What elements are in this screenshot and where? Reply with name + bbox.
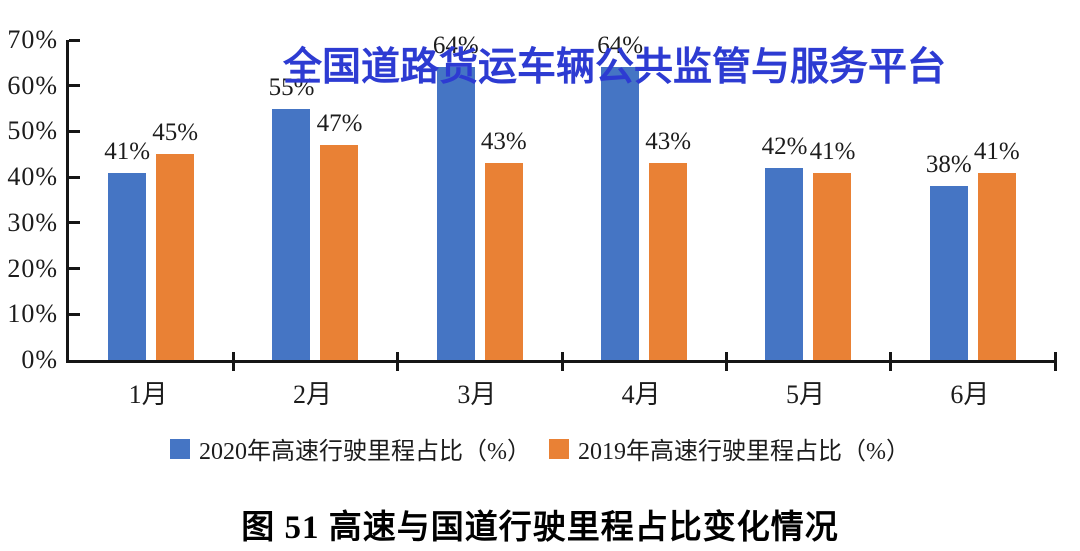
- legend-label: 2020年高速行驶里程占比（%）: [199, 439, 531, 465]
- bar-2019-m4: 43%: [645, 128, 691, 360]
- bar-group-m4: 64% 43%: [562, 32, 726, 360]
- y-axis-tick: [69, 175, 80, 179]
- x-axis-tick: [889, 352, 893, 371]
- x-axis-tick: [396, 352, 400, 371]
- x-axis-label: 2月: [292, 380, 332, 409]
- bar-2019-m3: 43%: [481, 128, 527, 360]
- bar-2020-m3: 64%: [433, 32, 479, 360]
- bar-value-label: 41%: [104, 137, 151, 165]
- bar-value-label: 45%: [152, 119, 199, 147]
- bar-2019-m1: 45%: [152, 119, 198, 360]
- y-axis-label: 60%: [7, 70, 58, 100]
- x-axis-tick: [231, 352, 235, 371]
- y-axis-label: 50%: [7, 116, 58, 146]
- y-axis-label: 10%: [7, 299, 58, 329]
- legend-swatch-icon: [170, 438, 190, 459]
- bar-value-label: 43%: [645, 128, 692, 156]
- bar-value-label: 41%: [973, 137, 1020, 165]
- bar-group-m5: 42% 41%: [726, 40, 890, 360]
- y-axis-tick: [69, 312, 80, 316]
- x-axis-label: 6月: [950, 380, 990, 409]
- bar-value-label: 43%: [480, 128, 527, 156]
- bar-value-label: 64%: [432, 32, 479, 60]
- bar-value-label: 38%: [925, 151, 972, 179]
- bar-value-label: 41%: [809, 137, 856, 165]
- bar-value-label: 47%: [316, 110, 363, 138]
- bar-2020-m5: 42%: [762, 133, 807, 360]
- x-axis-label: 4月: [621, 380, 661, 409]
- bar-2020-m2: 55%: [269, 74, 314, 360]
- y-axis-label: 30%: [7, 207, 58, 237]
- x-axis-label: 5月: [785, 380, 825, 409]
- bar-value-label: 64%: [597, 32, 644, 60]
- x-axis-label: 3月: [457, 380, 497, 409]
- bar-group-m3: 64% 43%: [398, 32, 562, 360]
- bar-value-label: 42%: [761, 133, 808, 160]
- watermark-text: 全国道路货运车辆公共监管与服务平台: [283, 46, 947, 89]
- bar-2020-m1: 41%: [104, 138, 150, 360]
- bar-group-m1: 41% 45%: [69, 40, 233, 360]
- y-axis-label: 70%: [7, 25, 58, 54]
- bar-2019-m2: 47%: [317, 110, 362, 360]
- legend: 2020年高速行驶里程占比（%） 2019年高速行驶里程占比（%）: [0, 431, 1080, 466]
- y-axis-tick: [69, 38, 80, 42]
- y-axis-tick: [69, 221, 80, 225]
- bar-group-m6: 38% 41%: [891, 40, 1055, 360]
- legend-item-2019: 2019年高速行驶里程占比（%）: [549, 431, 910, 466]
- bar-2020-m4: 64%: [597, 32, 643, 360]
- bar-value-label: 55%: [268, 73, 315, 101]
- x-axis-tick: [1053, 352, 1057, 371]
- y-axis-label: 40%: [7, 162, 58, 192]
- y-axis-tick: [69, 267, 80, 271]
- x-axis-tick: [560, 352, 564, 371]
- legend-swatch-icon: [549, 438, 569, 459]
- bar-2019-m6: 41%: [974, 138, 1020, 360]
- legend-label: 2019年高速行驶里程占比（%）: [578, 439, 910, 465]
- x-axis-label: 1月: [128, 380, 168, 409]
- plot-area: 41% 45% 55% 47% 64% 43% 64% 43% 42% 41% 38% 41%: [66, 32, 1057, 371]
- bar-2019-m5: 41%: [810, 138, 855, 360]
- y-axis-label: 20%: [7, 253, 58, 283]
- figure-caption: 图 51 高速与国道行驶里程占比变化情况: [241, 510, 839, 546]
- y-axis-label: 0%: [21, 345, 58, 374]
- y-axis-tick: [69, 129, 80, 133]
- bar-2020-m6: 38%: [926, 151, 972, 360]
- x-axis-tick: [724, 352, 728, 371]
- bar-group-m2: 55% 47%: [233, 40, 397, 360]
- legend-item-2020: 2020年高速行驶里程占比（%）: [170, 431, 531, 466]
- y-axis-tick: [69, 84, 80, 88]
